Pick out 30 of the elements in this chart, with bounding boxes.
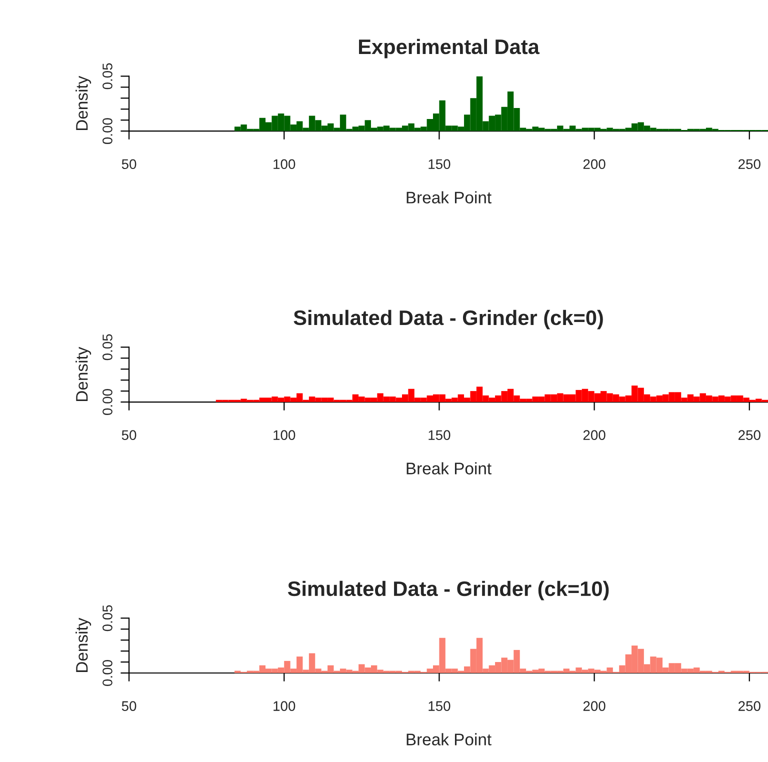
y-axis-title: Density bbox=[76, 346, 92, 402]
chart-title: Simulated Data - Grinder (ck=0) bbox=[294, 310, 603, 330]
y-tick-label: 0.05 bbox=[102, 605, 112, 632]
x-tick-label: 250 bbox=[738, 430, 760, 440]
x-tick-label: 250 bbox=[738, 701, 760, 711]
chart-title: Simulated Data - Grinder (ck=10) bbox=[288, 580, 609, 600]
x-tick-label: 50 bbox=[122, 159, 136, 170]
x-tick-label: 50 bbox=[122, 430, 136, 440]
x-tick-label: 150 bbox=[428, 701, 450, 711]
y-tick-label: 0.00 bbox=[102, 118, 112, 144]
x-axis-title: Break Point bbox=[406, 191, 492, 204]
x-tick-label: 150 bbox=[428, 159, 450, 170]
x-axis-title: Break Point bbox=[406, 462, 492, 474]
x-tick-label: 250 bbox=[738, 159, 760, 170]
y-tick-label: 0.00 bbox=[102, 389, 112, 416]
chart-title: Experimental Data bbox=[359, 38, 540, 58]
x-tick-label: 150 bbox=[428, 430, 450, 440]
x-tick-label: 200 bbox=[583, 159, 606, 170]
x-tick-label: 200 bbox=[583, 701, 606, 711]
y-tick-label: 0.05 bbox=[102, 63, 112, 90]
x-tick-label: 100 bbox=[274, 159, 296, 170]
x-axis-title: Break Point bbox=[406, 733, 492, 746]
y-axis-title: Density bbox=[76, 618, 92, 672]
x-tick-label: 100 bbox=[274, 701, 296, 711]
y-tick-label: 0.05 bbox=[102, 334, 112, 360]
y-tick-label: 0.00 bbox=[102, 660, 112, 686]
x-tick-label: 100 bbox=[274, 430, 296, 440]
x-tick-label: 50 bbox=[122, 701, 136, 711]
y-axis-title: Density bbox=[76, 76, 92, 130]
x-tick-label: 200 bbox=[583, 430, 606, 440]
